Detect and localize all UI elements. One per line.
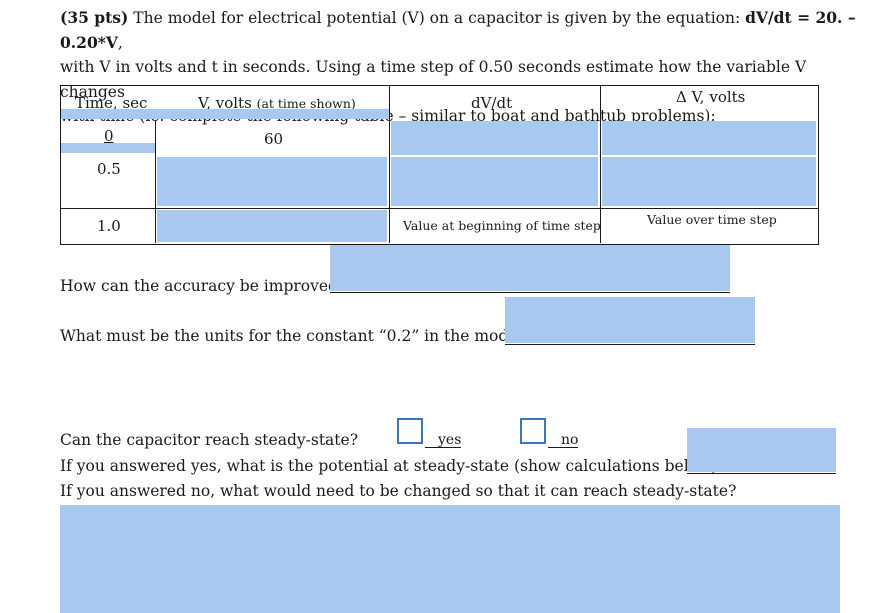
answer-steady-value[interactable] [687,428,836,472]
intro-line-2: with V in volts and t in seconds. Using … [60,58,807,101]
answer-cell-time0-highlight[interactable] [61,143,155,153]
intro-text-2: , [117,33,123,52]
header-time: Time, sec [75,94,148,112]
question-units: What must be the units for the constant … [60,327,531,345]
yes-checkbox[interactable] [397,418,423,444]
equation: dV/dt = 20. – 0.20*V [60,8,856,52]
table-divider [155,120,156,243]
header-delta-v: Δ V, volts [676,88,746,106]
yes-line [425,447,461,448]
header-volts-note: (at time shown) [256,96,356,111]
answer-accuracy[interactable] [330,245,730,291]
answer-line-steady [687,473,836,474]
answer-cell-row2-volts[interactable] [157,210,387,242]
intro-line-1: (35 pts) The model for electrical potent… [60,6,860,55]
intro-text-1: The model for electrical potential (V) o… [128,9,746,27]
no-line [548,447,578,448]
table-divider [389,85,390,243]
row0-volts: 60 [264,130,284,148]
answer-cell-row1-delta[interactable] [602,157,816,206]
yes-label: yes [438,432,462,448]
answer-calculations-box[interactable] [60,505,840,613]
table-divider [600,85,601,243]
header-underline-fill-left [61,109,155,119]
no-label: no [561,432,579,448]
row0-time: 0 [104,127,114,145]
answer-line-units [505,344,755,345]
header-volts: V, volts (at time shown) [198,94,356,112]
answer-line-accuracy [330,292,730,293]
question-if-no: If you answered no, what would need to b… [60,482,737,500]
answer-cell-row1-volts[interactable] [157,157,387,206]
question-steady: Can the capacitor reach steady-state? [60,431,359,449]
answer-cell-row1-dvdt[interactable] [391,157,598,206]
header-underline-fill [155,109,389,119]
answer-cell-row0-dvdt[interactable] [391,121,598,155]
answer-cell-row0-delta[interactable] [602,121,816,155]
problem-statement: (35 pts) The model for electrical potent… [60,6,860,129]
question-accuracy: How can the accuracy be improved: [60,277,344,295]
answer-units[interactable] [505,297,755,343]
header-dvdt: dV/dt [471,94,513,112]
no-checkbox[interactable] [520,418,546,444]
points-label: (35 pts) [60,8,129,27]
note-delta: Value over time step [647,212,777,227]
row1-time: 0.5 [97,160,121,178]
header-volts-label: V, volts [198,94,252,112]
table-divider [60,208,818,209]
question-if-yes: If you answered yes, what is the potenti… [60,457,726,475]
note-dvdt: Value at beginning of time step [403,218,601,233]
row2-time: 1.0 [97,217,121,235]
data-table [60,85,819,245]
